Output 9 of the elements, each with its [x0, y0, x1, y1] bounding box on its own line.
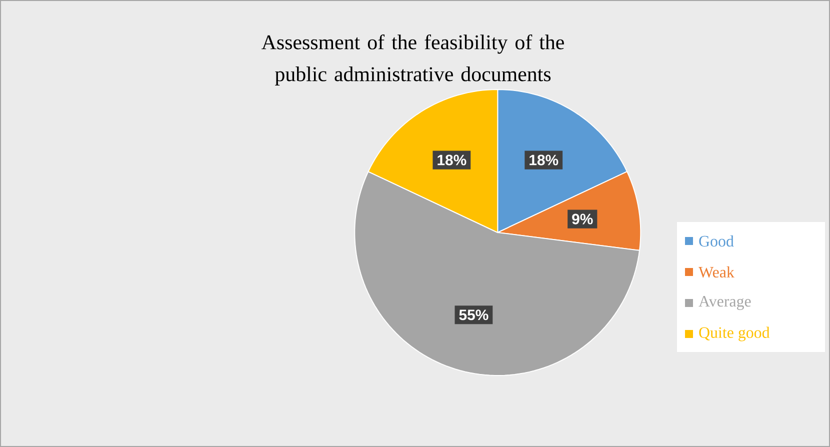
- legend-label: Average: [698, 296, 751, 310]
- data-label: 18%: [530, 154, 558, 166]
- legend-label: Good: [699, 235, 734, 247]
- legend-label: Weak: [698, 266, 734, 278]
- data-label: 55%: [459, 310, 488, 320]
- data-label: 9%: [572, 214, 593, 224]
- chart-title: Assessment of the feasibility of the public administrative documents: [262, 34, 564, 86]
- data-label: 18%: [438, 154, 466, 166]
- legend-label: Quite good: [699, 326, 770, 342]
